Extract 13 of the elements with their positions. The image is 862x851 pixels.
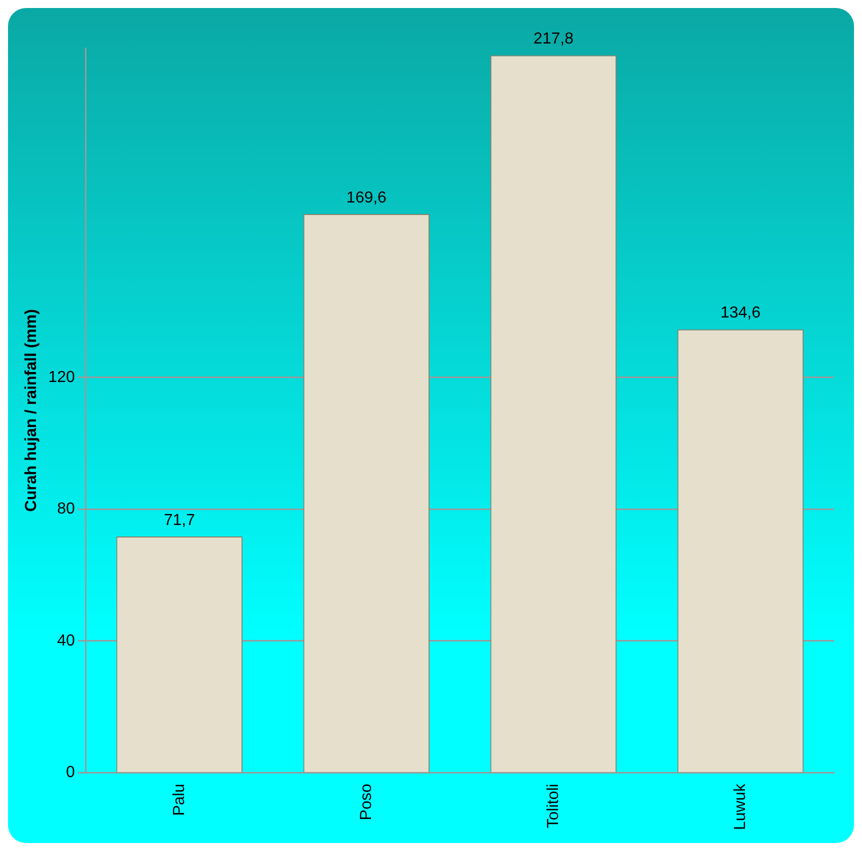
y-tick-label: 120 [48, 368, 75, 386]
data-label: 169,6 [346, 189, 387, 206]
data-label: 217,8 [533, 30, 574, 48]
data-label: 71,7 [164, 512, 196, 529]
y-axis-title: Curah hujan / rainfall (mm) [23, 309, 40, 512]
y-tick-label: 40 [57, 632, 75, 650]
data-label: 134,6 [720, 304, 761, 322]
x-tick-label: Palu [170, 784, 188, 816]
y-tick-label: 0 [66, 764, 75, 782]
x-tick-label: Tolitoli [544, 784, 562, 828]
x-tick-label: Poso [358, 784, 375, 820]
y-tick-label: 80 [57, 500, 75, 518]
x-tick-label: Luwuk [732, 782, 749, 830]
